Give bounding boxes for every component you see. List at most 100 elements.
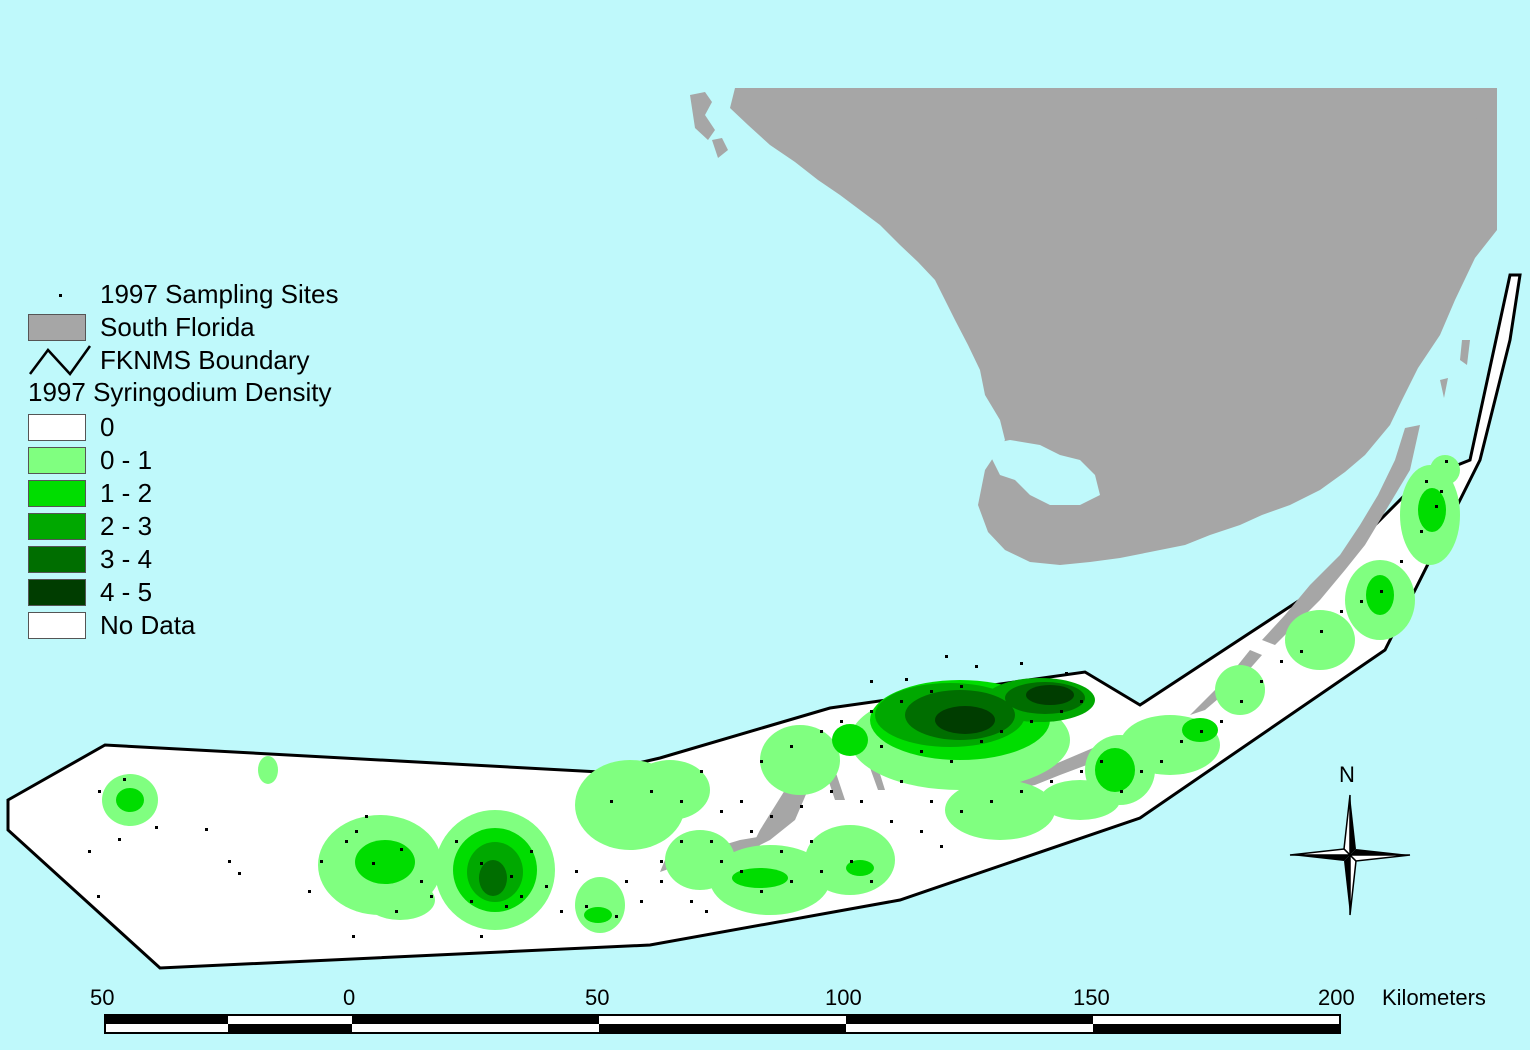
sampling-site-dot — [98, 790, 101, 793]
sampling-site-dot — [97, 895, 100, 898]
sampling-site-dot — [480, 935, 483, 938]
sampling-site-dot — [352, 935, 355, 938]
sampling-site-dot — [155, 826, 158, 829]
legend-class-swatch — [28, 447, 86, 474]
sampling-site-symbol — [28, 281, 86, 308]
sampling-site-dot — [1440, 490, 1443, 493]
sampling-site-dot — [710, 840, 713, 843]
sampling-site-dot — [790, 745, 793, 748]
sampling-site-dot — [750, 830, 753, 833]
sampling-site-dot — [945, 655, 948, 658]
sampling-site-dot — [1120, 790, 1123, 793]
sampling-site-dot — [930, 800, 933, 803]
legend-row-florida: South Florida — [28, 311, 255, 344]
legend-class-swatch — [28, 513, 86, 540]
sampling-site-dot — [890, 820, 893, 823]
sampling-site-dot — [870, 680, 873, 683]
sampling-site-dot — [905, 678, 908, 681]
sampling-site-dot — [205, 828, 208, 831]
legend-row-boundary: FKNMS Boundary — [28, 344, 310, 377]
legend-land-swatch — [28, 314, 86, 341]
sampling-site-dot — [740, 800, 743, 803]
sampling-site-dot — [228, 860, 231, 863]
legend-class-row: No Data — [28, 609, 195, 642]
legend-class-label: 1 - 2 — [100, 478, 153, 508]
sampling-site-dot — [123, 778, 126, 781]
sampling-site-dot — [1160, 760, 1163, 763]
sampling-site-dot — [880, 745, 883, 748]
sampling-site-dot — [1380, 590, 1383, 593]
sampling-site-dot — [1420, 530, 1423, 533]
sampling-site-dot — [345, 840, 348, 843]
scale-tick-label: 50 — [585, 985, 610, 1010]
sampling-site-dot — [690, 900, 693, 903]
legend-class-label: 0 - 1 — [100, 445, 153, 475]
sampling-site-dot — [1340, 610, 1343, 613]
sampling-site-dot — [400, 848, 403, 851]
boundary-line-icon — [29, 345, 92, 376]
north-label: N — [1339, 762, 1355, 787]
sampling-site-dot — [990, 800, 993, 803]
sampling-site-dot — [980, 740, 983, 743]
sampling-site-dot — [950, 760, 953, 763]
scale-tick-label: 50 — [90, 985, 115, 1010]
sampling-site-dot — [660, 860, 663, 863]
sampling-site-dot — [800, 805, 803, 808]
sampling-site-dot — [1220, 720, 1223, 723]
legend-title: 1997 Syringodium Density — [28, 377, 332, 407]
legend-class-row: 4 - 5 — [28, 576, 152, 609]
legend-class-row: 1 - 2 — [28, 477, 152, 510]
legend-class-label: 0 — [100, 412, 115, 442]
sampling-site-dot — [740, 870, 743, 873]
south-florida-land — [690, 88, 1497, 565]
sampling-site-dot — [1300, 650, 1303, 653]
sampling-site-dot — [940, 845, 943, 848]
scale-tick-label: 150 — [1073, 985, 1110, 1010]
sampling-site-dot — [975, 665, 978, 668]
sampling-site-dot — [1140, 770, 1143, 773]
sampling-site-dot — [810, 840, 813, 843]
sampling-site-dot — [680, 840, 683, 843]
sampling-site-dot — [960, 685, 963, 688]
sampling-site-dot — [545, 885, 548, 888]
sampling-site-dot — [118, 838, 121, 841]
scale-tick-label: 200 — [1318, 985, 1355, 1010]
sampling-site-dot — [510, 875, 513, 878]
sampling-site-dot — [430, 895, 433, 898]
sampling-site-dot — [625, 880, 628, 883]
legend-class-row: 0 — [28, 411, 114, 444]
legend-class-label: 3 - 4 — [100, 544, 153, 574]
legend-class-swatch — [28, 612, 86, 639]
sampling-site-dot — [760, 890, 763, 893]
sampling-site-dot — [372, 862, 375, 865]
legend-sites-label: 1997 Sampling Sites — [100, 279, 339, 309]
legend-class-label: 4 - 5 — [100, 577, 153, 607]
sampling-site-dot — [1320, 630, 1323, 633]
sampling-site-dot — [1200, 730, 1203, 733]
sampling-site-dot — [1000, 730, 1003, 733]
scale-tick-label: 0 — [343, 985, 356, 1010]
sampling-site-dot — [1445, 460, 1448, 463]
sampling-site-dot — [1240, 700, 1243, 703]
sampling-site-dot — [870, 710, 873, 713]
legend-class-swatch — [28, 414, 86, 441]
sampling-site-dot — [308, 890, 311, 893]
sampling-site-dot — [870, 880, 873, 883]
density-patches — [102, 455, 1460, 933]
sampling-site-dot — [760, 760, 763, 763]
sampling-site-dot — [820, 870, 823, 873]
sampling-site-dot — [575, 870, 578, 873]
sampling-site-dot — [780, 850, 783, 853]
sampling-site-dot — [355, 830, 358, 833]
sampling-site-dot — [585, 905, 588, 908]
sampling-site-dot — [505, 905, 508, 908]
sampling-site-dot — [1360, 600, 1363, 603]
sampling-site-dot — [930, 690, 933, 693]
sampling-site-dot — [1065, 672, 1068, 675]
legend-row-sites: 1997 Sampling Sites — [28, 278, 338, 311]
legend-class-swatch — [28, 579, 86, 606]
legend-class-row: 0 - 1 — [28, 444, 152, 477]
sampling-site-dot — [700, 770, 703, 773]
sampling-site-dot — [615, 915, 618, 918]
